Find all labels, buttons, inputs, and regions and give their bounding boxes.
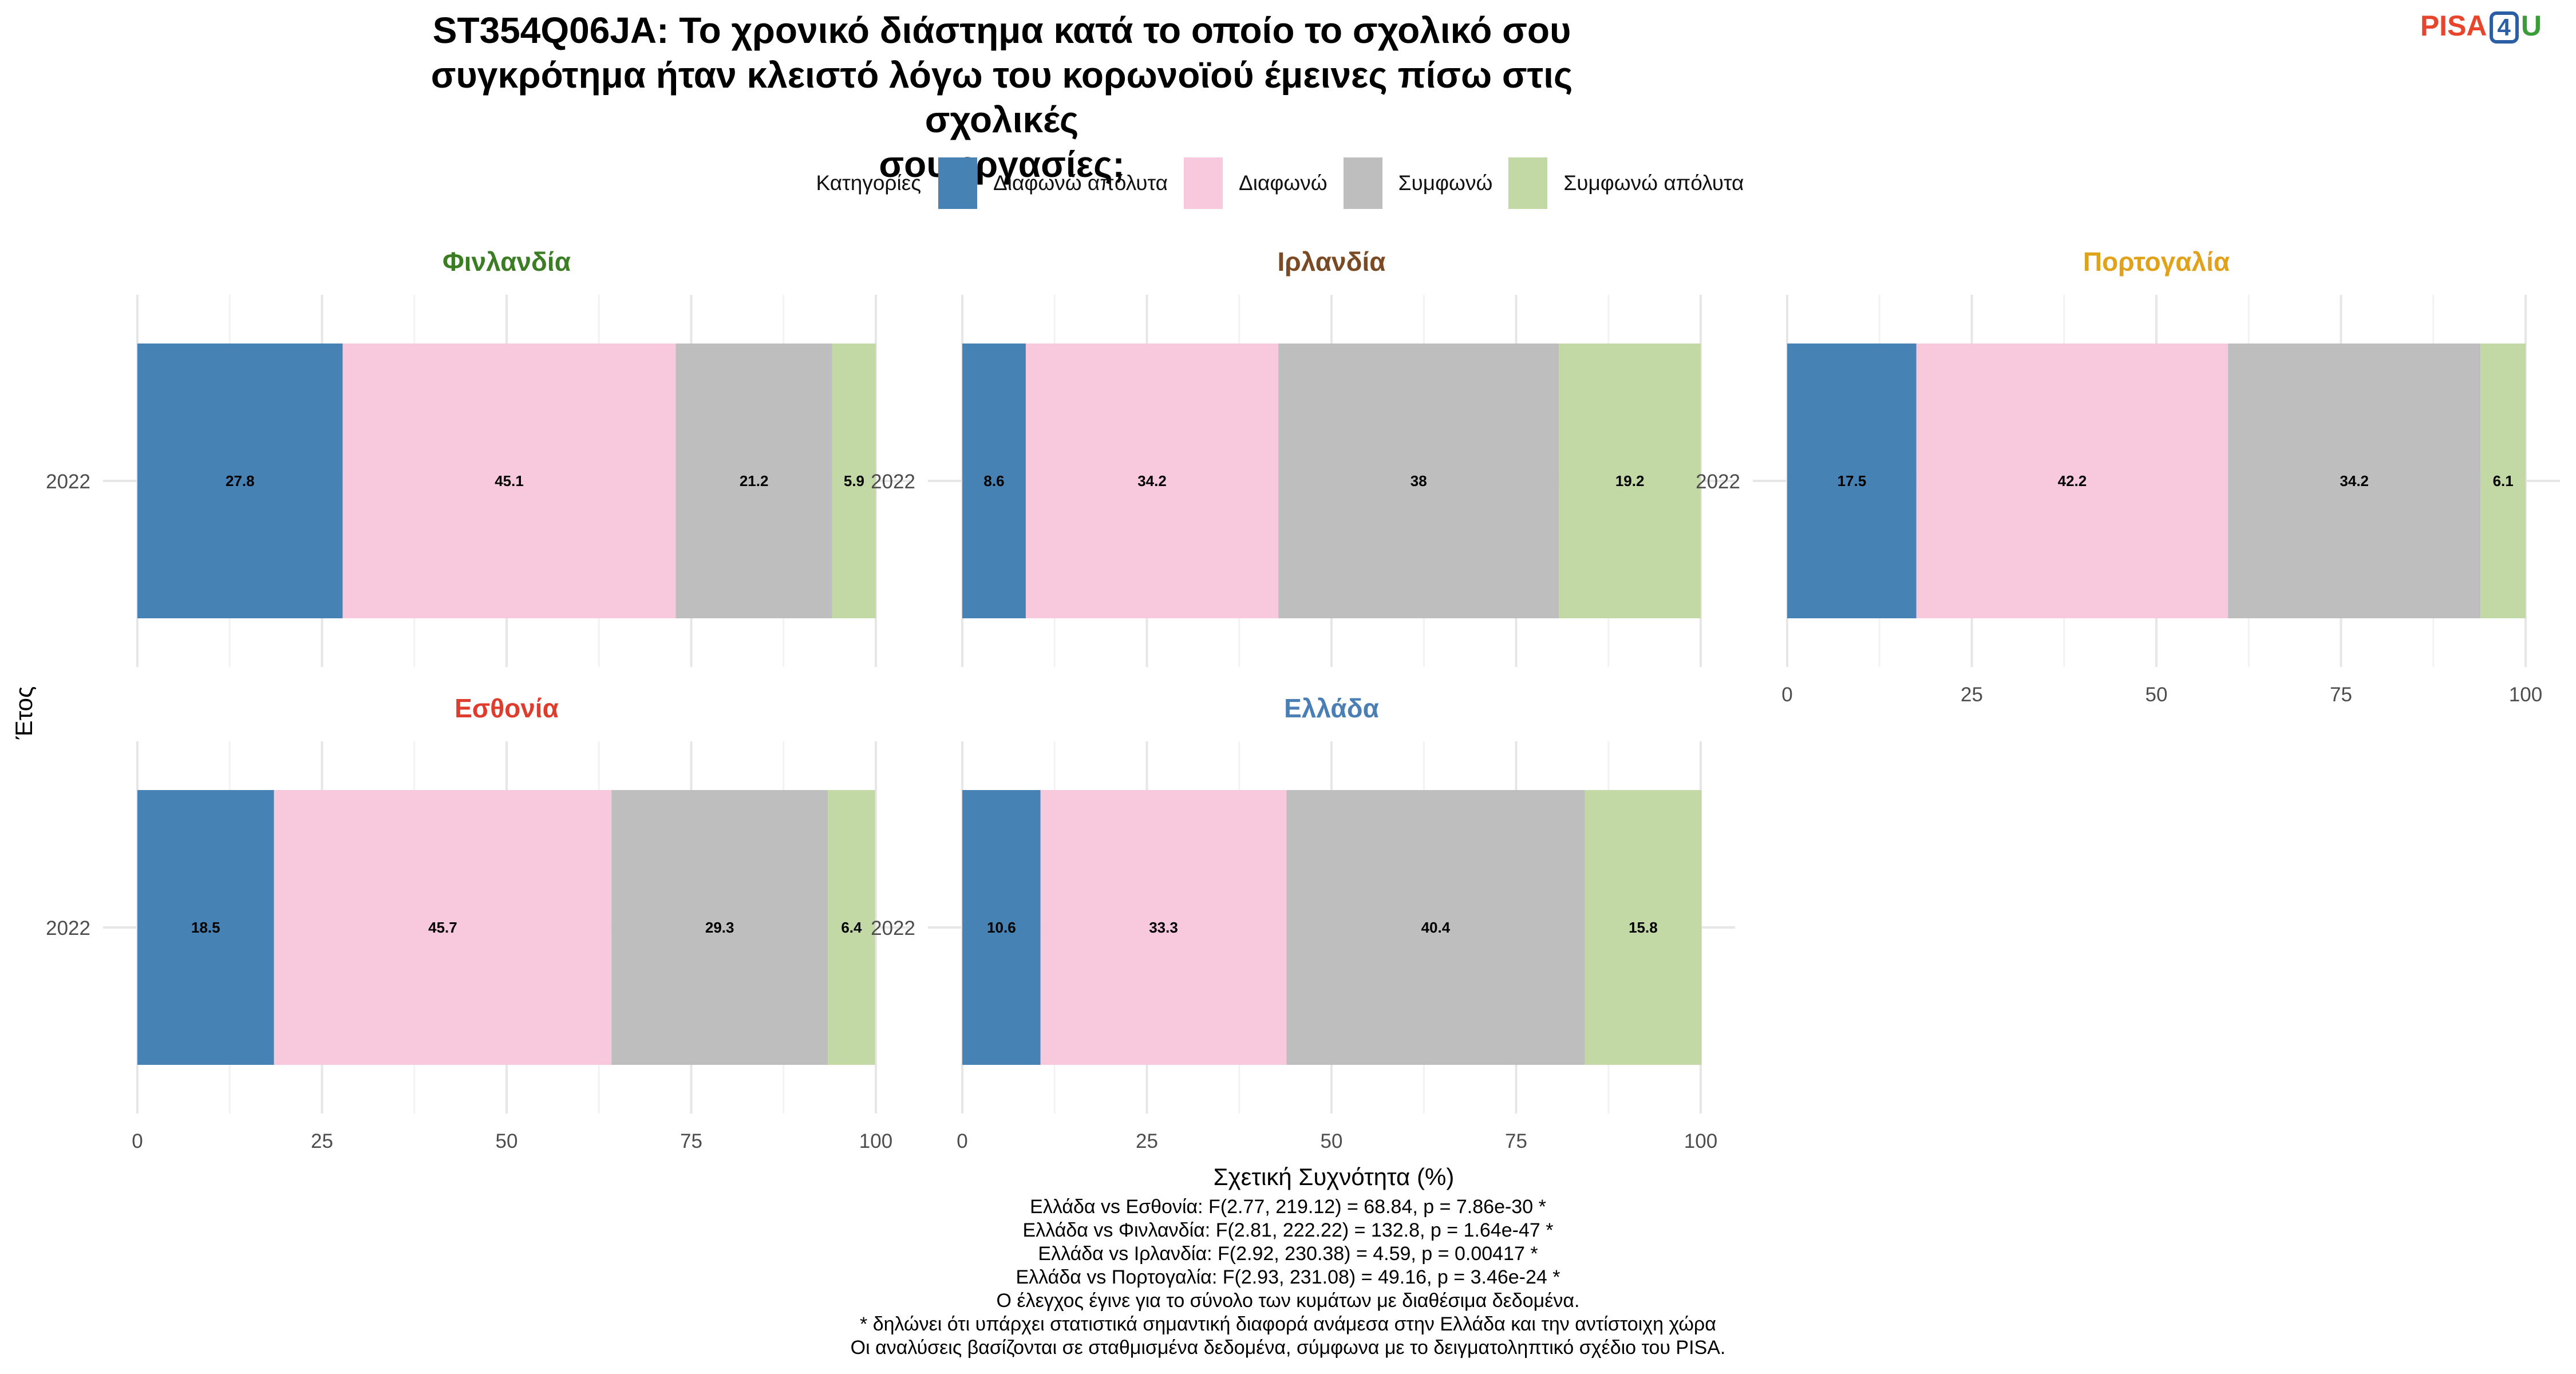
legend-item: Συμφωνώ <box>1343 157 1499 209</box>
legend-label: Διαφωνώ απόλυτα <box>993 171 1168 195</box>
chart-title-line: ST354Q06JA: Το χρονικό διάστημα κατά το … <box>432 10 1571 51</box>
x-tick-label: 100 <box>1684 1130 1717 1152</box>
x-tick-label: 50 <box>1321 1130 1343 1152</box>
stats-line: Ο έλεγχος έγινε για το σύνολο των κυμάτω… <box>996 1290 1580 1312</box>
x-tick-label: 100 <box>2509 684 2542 706</box>
chart-title-line: συγκρότημα ήταν κλειστό λόγω του κορωνοϊ… <box>430 54 1573 140</box>
x-axis-title: Σχετική Συχνότητα (%) <box>1214 1163 1455 1190</box>
data-label: 34.2 <box>1137 472 1167 489</box>
data-label: 34.2 <box>2340 472 2369 489</box>
panel-title: Εσθονία <box>455 693 559 723</box>
legend-label: Συμφωνώ <box>1398 171 1493 195</box>
bar-segment <box>828 790 875 1065</box>
data-label: 45.7 <box>428 919 457 936</box>
panel-title: Ιρλανδία <box>1277 247 1385 277</box>
data-label: 10.6 <box>987 919 1016 936</box>
x-tick-label: 50 <box>2146 684 2168 706</box>
x-tick-label: 50 <box>496 1130 518 1152</box>
bar-segment <box>342 344 676 618</box>
x-tick-label: 0 <box>957 1130 967 1152</box>
bar-segment <box>1787 344 1917 618</box>
y-tick-label: 2022 <box>871 917 915 939</box>
y-tick-label: 2022 <box>1696 471 1740 493</box>
stats-line: Ελλάδα vs Πορτογαλία: F(2.93, 231.08) = … <box>1016 1266 1560 1288</box>
bar-segment <box>962 344 1026 618</box>
pisa4u-logo: PISA 4 U <box>2420 9 2542 44</box>
bar-segment <box>611 790 828 1065</box>
x-tick-label: 25 <box>1136 1130 1158 1152</box>
y-axis-title: Έτος <box>10 686 37 740</box>
legend-label: Συμφωνώ απόλυτα <box>1563 171 1744 195</box>
x-tick-label: 75 <box>2330 684 2352 706</box>
logo-u-text: U <box>2520 10 2542 42</box>
bar-segment <box>2480 344 2526 618</box>
data-label: 17.5 <box>1838 472 1867 489</box>
bar-segment <box>137 790 274 1065</box>
x-tick-label: 75 <box>1505 1130 1527 1152</box>
legend-key-strongly-disagree <box>938 157 978 209</box>
data-label: 38 <box>1411 472 1427 489</box>
data-label: 8.6 <box>983 472 1004 489</box>
legend-key-disagree <box>1184 157 1223 209</box>
data-label: 18.5 <box>191 919 220 936</box>
stats-line: Ελλάδα vs Φινλανδία: F(2.81, 222.22) = 1… <box>1022 1219 1554 1241</box>
panel-title: Φινλανδία <box>442 247 571 277</box>
legend-item: Συμφωνώ απόλυτα <box>1508 157 1749 209</box>
y-tick-label: 2022 <box>871 471 915 493</box>
panel-title: Ελλάδα <box>1284 693 1379 723</box>
bar-segment <box>1278 344 1559 618</box>
bar-segment <box>1559 344 1701 618</box>
x-tick-label: 0 <box>132 1130 143 1152</box>
bar-segment <box>962 790 1041 1065</box>
data-label: 5.9 <box>844 472 864 489</box>
legend-label: Διαφωνώ <box>1239 171 1327 195</box>
data-label: 40.4 <box>1421 919 1451 936</box>
x-tick-label: 75 <box>680 1130 702 1152</box>
faceted-stacked-bar-chart: Φινλανδία 27.8 45.1 21.2 5.9 2022 Ιρλανδία 8.6 3… <box>10 247 2560 1190</box>
y-tick-label: 2022 <box>46 917 90 939</box>
logo-pisa-text: PISA <box>2420 10 2487 42</box>
x-tick-label: 25 <box>1961 684 1983 706</box>
statistical-notes: Ελλάδα vs Εσθονία: F(2.77, 219.12) = 68.… <box>0 1195 2576 1360</box>
bar-segment <box>274 790 612 1065</box>
data-label: 19.2 <box>1615 472 1645 489</box>
bar-segment <box>1585 790 1702 1065</box>
data-label: 29.3 <box>705 919 734 936</box>
bar-segment <box>1025 344 1279 618</box>
data-label: 27.8 <box>226 472 255 489</box>
bar-segment <box>675 344 832 618</box>
legend-item: Διαφωνώ <box>1184 157 1333 209</box>
bar-segment <box>1286 790 1585 1065</box>
data-label: 45.1 <box>495 472 524 489</box>
data-label: 33.3 <box>1149 919 1178 936</box>
data-label: 6.1 <box>2493 472 2514 489</box>
stats-line: Οι αναλύσεις βασίζονται σε σταθμισμένα δ… <box>850 1337 1726 1359</box>
chart-title-line: σου εργασίες; <box>879 144 1125 185</box>
legend-key-strongly-agree <box>1508 157 1548 209</box>
data-label: 42.2 <box>2058 472 2087 489</box>
legend: Κατηγορίες Διαφωνώ απόλυτα Διαφωνώ Συμφω… <box>0 155 2576 212</box>
data-label: 15.8 <box>1629 919 1658 936</box>
legend-item: Διαφωνώ απόλυτα <box>938 157 1174 209</box>
data-label: 21.2 <box>740 472 769 489</box>
x-tick-label: 100 <box>859 1130 892 1152</box>
y-tick-label: 2022 <box>46 471 90 493</box>
legend-title: Κατηγορίες <box>816 171 922 195</box>
panel-title: Πορτογαλία <box>2083 247 2230 277</box>
bar-segment <box>2228 344 2481 618</box>
bar-segment <box>832 344 876 618</box>
legend-key-agree <box>1343 157 1382 209</box>
chart-title: ST354Q06JA: Το χρονικό διάστημα κατά το … <box>429 8 1574 187</box>
stats-line: * δηλώνει ότι υπάρχει στατιστικά σημαντι… <box>860 1313 1716 1335</box>
bar-segment <box>137 344 343 618</box>
data-label: 6.4 <box>841 919 862 936</box>
stats-line: Ελλάδα vs Ιρλανδία: F(2.92, 230.38) = 4.… <box>1038 1243 1538 1265</box>
stats-line: Ελλάδα vs Εσθονία: F(2.77, 219.12) = 68.… <box>1030 1196 1546 1218</box>
logo-four-badge: 4 <box>2489 11 2519 44</box>
x-tick-label: 25 <box>311 1130 333 1152</box>
bar-segment <box>1040 790 1287 1065</box>
bar-segment <box>1916 344 2229 618</box>
x-tick-label: 0 <box>1781 684 1792 706</box>
